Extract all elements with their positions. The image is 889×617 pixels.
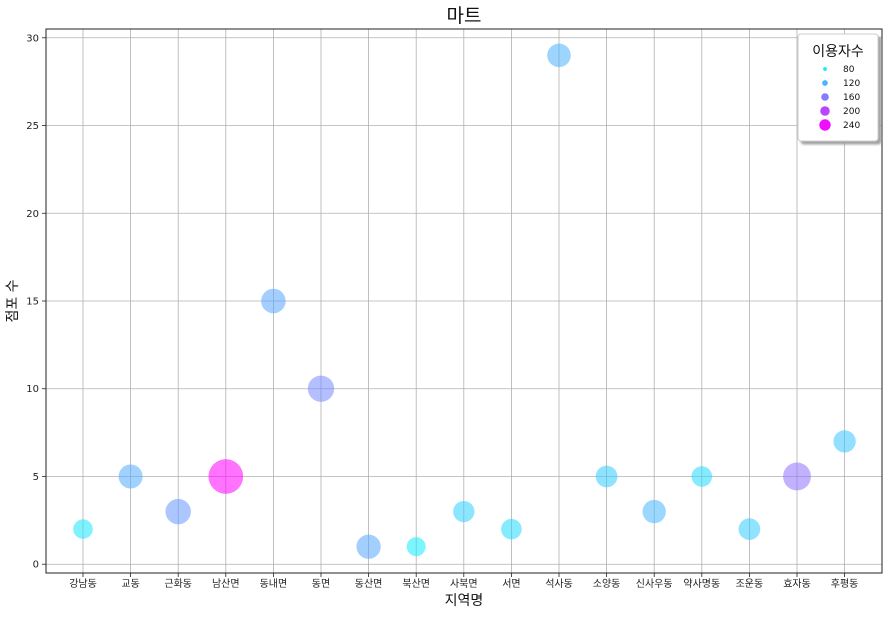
legend-title: 이용자수 <box>812 44 864 60</box>
y-axis-title: 점포 수 <box>5 279 21 322</box>
y-tick-label: 10 <box>26 384 39 395</box>
y-tick-label: 25 <box>26 121 39 132</box>
bubble-point <box>783 462 811 491</box>
y-tick-label: 30 <box>26 33 39 44</box>
x-tick-label: 석사동 <box>545 578 573 590</box>
bubble-point <box>165 498 191 525</box>
legend-marker <box>823 67 827 71</box>
y-tick-label: 20 <box>26 209 39 220</box>
bubble-point <box>833 430 856 453</box>
chart-title: 마트 <box>447 5 482 27</box>
legend-marker <box>820 106 830 116</box>
bubble-point <box>595 465 618 488</box>
legend-label: 80 <box>843 65 855 75</box>
x-tick-label: 동면 <box>312 578 330 590</box>
x-tick-label: 교동 <box>121 578 139 590</box>
bubble-point <box>738 518 761 540</box>
bubble-point <box>642 499 666 524</box>
x-tick-label: 북산면 <box>402 578 430 590</box>
bubble-point <box>261 288 286 314</box>
legend-label: 240 <box>843 121 860 131</box>
bubble-point <box>208 459 244 494</box>
bubble-point <box>547 43 571 68</box>
y-axis: 0 5 10 15 20 25 30 <box>26 33 46 571</box>
legend-label: 200 <box>843 107 860 117</box>
y-tick-label: 0 <box>33 560 39 571</box>
legend-marker <box>821 93 829 101</box>
x-tick-label: 동내면 <box>260 578 288 590</box>
legend-label: 120 <box>843 79 860 89</box>
x-tick-label: 남산면 <box>212 578 240 590</box>
legend-items: 80 120 160 200 240 <box>819 65 860 131</box>
legend-box <box>797 33 879 142</box>
x-tick-label: 근화동 <box>164 578 192 590</box>
size-legend: 이용자수 80 120 160 200 240 <box>797 33 879 142</box>
x-tick-label: 효자동 <box>783 578 811 590</box>
bubble-point <box>453 500 475 523</box>
y-tick-label: 5 <box>33 472 39 483</box>
legend-marker <box>822 80 828 86</box>
bubble-point <box>307 375 335 402</box>
x-tick-label: 강남동 <box>69 578 97 590</box>
bubble-point <box>501 518 522 540</box>
y-tick-label: 15 <box>26 297 39 308</box>
bubble-point <box>73 519 93 539</box>
x-tick-label: 신사우동 <box>636 578 673 590</box>
bubble-point <box>118 464 143 489</box>
bubble-series <box>73 43 856 559</box>
x-tick-label: 약사명동 <box>683 578 720 590</box>
bubble-point <box>691 466 713 487</box>
x-tick-label: 조운동 <box>736 578 764 590</box>
x-tick-label: 사북면 <box>450 578 478 590</box>
x-tick-label: 서면 <box>502 578 520 590</box>
legend-marker <box>819 119 831 131</box>
x-tick-label: 후평동 <box>831 578 859 590</box>
legend-label: 160 <box>843 93 860 103</box>
x-axis: 강남동 교동 근화동 남산면 동내면 동면 동산면 북산면 사북면 서면 석사동 소양동 신사우동 약사명… <box>69 573 858 590</box>
x-axis-title: 지역명 <box>445 593 484 609</box>
x-tick-label: 동산면 <box>355 578 383 590</box>
bubble-point <box>356 534 381 559</box>
bubble-point <box>406 537 426 557</box>
x-tick-label: 소양동 <box>593 578 621 590</box>
